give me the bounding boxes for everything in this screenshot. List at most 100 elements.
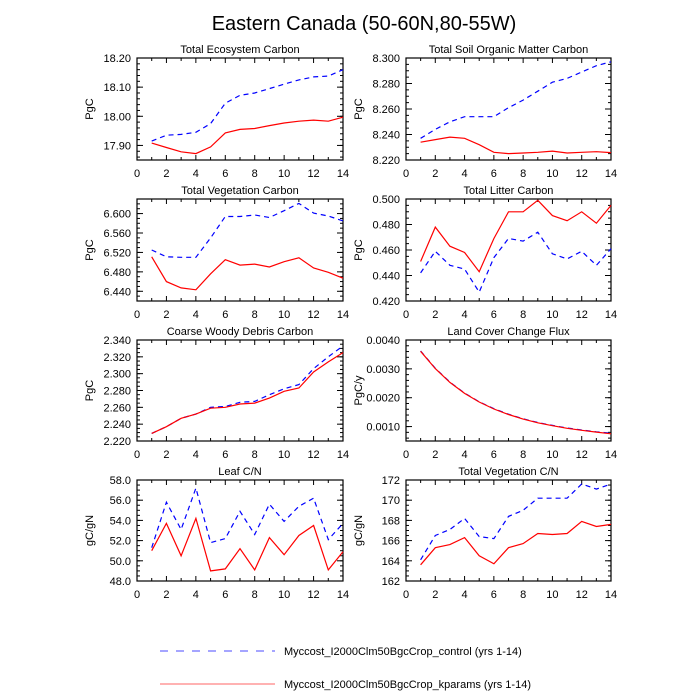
y-tick-label: 58.0 [110, 475, 131, 487]
plot-frame [136, 198, 344, 302]
panel-4: Coarse Woody Debris Carbon 0 2 4 6 8 10 12 14 2.2… [84, 326, 349, 461]
series-line-control [420, 61, 612, 139]
figure-title: Eastern Canada (50-60N,80-55W) [212, 13, 517, 35]
x-tick-label: 8 [520, 589, 526, 601]
panel-6: Leaf C/N 0 2 4 6 8 10 12 14 48.0 50.0 52.0 54.0 56.0 5… [84, 466, 349, 601]
panel-title: Land Cover Change Flux [447, 326, 570, 338]
series-line-control [151, 486, 344, 548]
x-tick-label: 2 [163, 309, 169, 321]
x-tick-label: 10 [546, 168, 558, 180]
x-tick-label: 8 [252, 168, 258, 180]
x-tick-label: 2 [432, 589, 438, 601]
x-tick-label: 0 [403, 449, 409, 461]
x-tick-label: 12 [307, 589, 319, 601]
y-tick-label: 0.480 [372, 220, 400, 232]
series-line-control [420, 350, 612, 434]
x-tick-label: 8 [252, 449, 258, 461]
y-tick-label: 2.280 [103, 386, 131, 398]
y-tick-label: 0.460 [372, 245, 400, 257]
x-tick-label: 0 [403, 589, 409, 601]
x-tick-label: 14 [605, 309, 617, 321]
x-tick-label: 6 [491, 168, 497, 180]
series-line-kparams [151, 516, 344, 572]
panel-title: Coarse Woody Debris Carbon [167, 326, 314, 338]
y-tick-label: 50.0 [110, 556, 131, 568]
x-tick-label: 12 [307, 449, 319, 461]
series-line-control [151, 202, 344, 258]
y-tick-label: 18.20 [103, 53, 131, 65]
series-line-kparams [151, 352, 344, 434]
x-tick-label: 2 [432, 449, 438, 461]
x-tick-label: 4 [462, 449, 468, 461]
x-tick-label: 4 [193, 589, 199, 601]
x-tick-label: 14 [605, 589, 617, 601]
x-tick-label: 10 [546, 449, 558, 461]
panels: Total Ecosystem Carbon 0 2 4 6 8 10 12 14 17.90 18… [84, 44, 617, 601]
plot-frame [136, 57, 344, 161]
y-tick-label: 2.220 [103, 436, 131, 448]
y-axis-label: PgC/y [353, 375, 365, 405]
y-tick-label: 8.240 [372, 130, 400, 142]
y-tick-label: 170 [382, 495, 400, 507]
x-tick-label: 8 [520, 309, 526, 321]
y-tick-label: 2.320 [103, 352, 131, 364]
x-tick-label: 6 [222, 449, 228, 461]
legend-label-control: Myccost_I2000Clm50BgcCrop_control (yrs 1… [284, 646, 522, 658]
x-tick-label: 14 [605, 168, 617, 180]
y-tick-label: 2.340 [103, 335, 131, 347]
panel-1: Total Soil Organic Matter Carbon 0 2 4 6 8 10 1… [353, 44, 617, 180]
series-line-kparams [151, 116, 344, 155]
plot-frame [405, 198, 612, 302]
y-tick-label: 17.90 [103, 140, 131, 152]
y-tick-label: 52.0 [110, 536, 131, 548]
x-tick-label: 4 [193, 168, 199, 180]
y-tick-label: 2.300 [103, 369, 131, 381]
plot-frame [405, 57, 612, 161]
x-tick-label: 2 [432, 168, 438, 180]
x-tick-label: 12 [576, 449, 588, 461]
y-tick-label: 0.0020 [366, 393, 400, 405]
y-tick-label: 2.260 [103, 402, 131, 414]
y-tick-label: 172 [382, 475, 400, 487]
y-axis-label: gC/gN [353, 515, 365, 546]
x-tick-label: 10 [278, 449, 290, 461]
series-line-control [420, 231, 612, 294]
panel-title: Total Vegetation C/N [458, 466, 558, 478]
series-line-kparams [420, 520, 612, 566]
legend: Myccost_I2000Clm50BgcCrop_control (yrs 1… [160, 646, 531, 691]
x-tick-label: 0 [134, 168, 140, 180]
y-tick-label: 8.280 [372, 79, 400, 91]
y-axis-label: PgC [84, 239, 96, 260]
x-tick-label: 14 [337, 309, 349, 321]
series-line-kparams [420, 136, 612, 155]
panel-title: Leaf C/N [218, 466, 261, 478]
panel-title: Total Soil Organic Matter Carbon [429, 44, 589, 56]
y-tick-label: 162 [382, 576, 400, 588]
x-tick-label: 10 [546, 309, 558, 321]
x-tick-label: 0 [134, 449, 140, 461]
x-tick-label: 6 [491, 589, 497, 601]
y-axis-label: PgC [84, 98, 96, 119]
y-tick-label: 18.10 [103, 82, 131, 94]
x-tick-label: 6 [491, 449, 497, 461]
series-line-kparams [420, 199, 612, 273]
x-tick-label: 0 [403, 168, 409, 180]
x-tick-label: 6 [222, 168, 228, 180]
x-tick-label: 4 [462, 589, 468, 601]
panel-7: Total Vegetation C/N 0 2 4 6 8 10 12 14 162 164 166… [353, 466, 617, 601]
y-tick-label: 8.260 [372, 104, 400, 116]
panel-3: Total Litter Carbon 0 2 4 6 8 10 12 14 0.420 0.440… [353, 185, 617, 321]
y-tick-label: 8.300 [372, 53, 400, 65]
x-tick-label: 4 [462, 309, 468, 321]
x-tick-label: 6 [491, 309, 497, 321]
y-tick-label: 0.440 [372, 271, 400, 283]
x-tick-label: 10 [278, 168, 290, 180]
x-tick-label: 14 [337, 168, 349, 180]
y-axis-label: PgC [353, 239, 365, 260]
y-tick-label: 2.240 [103, 419, 131, 431]
y-tick-label: 56.0 [110, 495, 131, 507]
y-tick-label: 6.560 [103, 228, 131, 240]
x-tick-label: 2 [163, 168, 169, 180]
plot-frame [136, 479, 344, 582]
